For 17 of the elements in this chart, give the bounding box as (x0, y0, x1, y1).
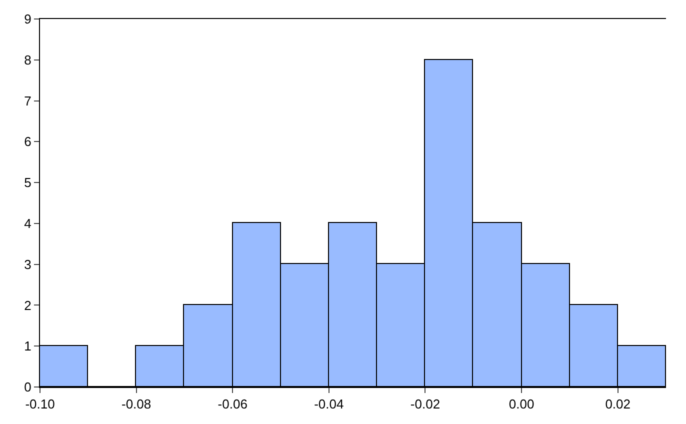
y-tick-label: 7 (24, 93, 32, 108)
y-tick-label: 1 (24, 338, 32, 354)
y-tick-label: 0 (24, 380, 32, 395)
x-tick-label: 0.02 (605, 396, 631, 412)
y-tick-label: 2 (24, 298, 32, 313)
y-tick-label: 6 (24, 134, 32, 150)
x-tick-label: -0.02 (410, 396, 440, 412)
y-tick-label: 9 (24, 12, 32, 27)
x-tick-label: -0.04 (314, 396, 344, 412)
y-tick-label: 3 (24, 256, 32, 272)
x-tick-label: -0.08 (121, 396, 152, 412)
x-tick-label: 0.00 (508, 396, 534, 412)
x-tick-label: -0.06 (218, 396, 248, 412)
y-tick-label: 4 (24, 216, 32, 231)
x-tick-label: -0.10 (25, 396, 55, 412)
y-tick-label: 5 (24, 175, 32, 190)
y-tick-label: 8 (24, 52, 32, 68)
